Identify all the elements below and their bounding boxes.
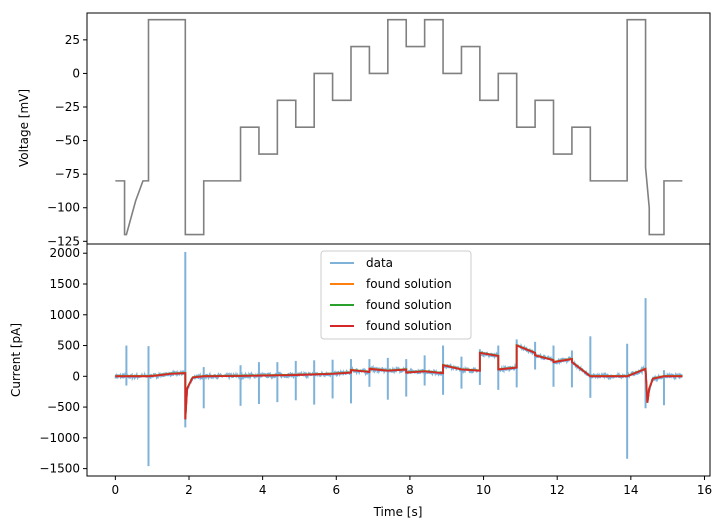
time-xlabel: Time [s] — [373, 505, 423, 519]
time-xtick-label: 2 — [185, 483, 193, 497]
current-ytick-label: 1000 — [49, 308, 80, 322]
voltage-ytick-label: −50 — [55, 134, 80, 148]
time-xtick-label: 8 — [406, 483, 414, 497]
current-ytick-label: 2000 — [49, 246, 80, 260]
time-xtick-label: 0 — [112, 483, 120, 497]
voltage-ytick-label: −75 — [55, 167, 80, 181]
voltage-ylabel: Voltage [mV] — [17, 89, 31, 167]
voltage-ytick-label: −25 — [55, 100, 80, 114]
legend-box — [320, 250, 472, 340]
current-ytick-label: 1500 — [49, 277, 80, 291]
current-axes-frame — [86, 243, 711, 477]
legend: data found solution found solution found… — [320, 250, 472, 340]
voltage-line — [115, 18, 683, 236]
current-ylabel: Current [pA] — [9, 323, 23, 397]
legend-label-found-3: found solution — [366, 319, 452, 333]
legend-label-data: data — [366, 256, 393, 270]
time-xtick-label: 6 — [332, 483, 340, 497]
current-ytick-label: −1000 — [39, 431, 80, 445]
voltage-ytick-label: 0 — [72, 66, 80, 80]
time-xtick-label: 12 — [550, 483, 565, 497]
found-solution-line-3 — [115, 344, 683, 420]
current-ytick-label: −500 — [47, 400, 80, 414]
time-xtick-label: 14 — [623, 483, 638, 497]
current-ytick-label: −1500 — [39, 462, 80, 476]
time-xtick-label: 4 — [259, 483, 267, 497]
current-ytick-label: 0 — [72, 369, 80, 383]
voltage-ytick-label: 25 — [65, 33, 80, 47]
legend-label-found-1: found solution — [366, 277, 452, 291]
legend-label-found-2: found solution — [366, 298, 452, 312]
voltage-ytick-label: −100 — [47, 201, 80, 215]
current-panel: 2000 1500 1000 500 0 −500 −1000 −1500 0 2 4 6 8 10 12… — [9, 243, 712, 519]
time-xtick-label: 16 — [697, 483, 712, 497]
time-xtick-label: 10 — [476, 483, 491, 497]
voltage-ytick-label: −125 — [47, 234, 80, 248]
current-ytick-label: 500 — [57, 339, 80, 353]
